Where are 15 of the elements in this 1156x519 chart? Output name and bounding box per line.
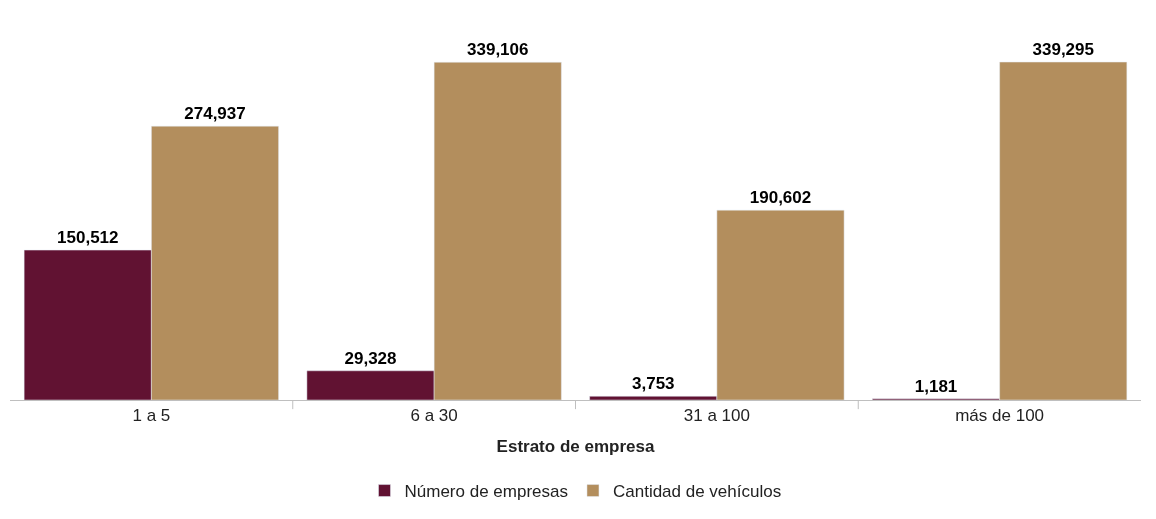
- data-label: 339,295: [1032, 40, 1094, 60]
- x-tick-label: 1 a 5: [132, 406, 171, 426]
- data-label: 190,602: [749, 188, 812, 208]
- legend-label: Número de empresas: [404, 482, 568, 502]
- x-tick-label: 6 a 30: [410, 406, 458, 426]
- x-axis-title: Estrato de empresa: [496, 436, 655, 456]
- data-label: 3,753: [631, 374, 675, 394]
- legend-label: Cantidad de vehículos: [612, 482, 782, 502]
- data-label: 150,512: [57, 228, 119, 248]
- x-tick-label: 31 a 100: [683, 406, 750, 426]
- data-label: 339,106: [467, 40, 529, 60]
- data-label: 274,937: [184, 104, 246, 124]
- data-label: 29,328: [344, 348, 397, 368]
- x-tick-label: más de 100: [955, 406, 1045, 426]
- data-label: 1,181: [914, 376, 958, 396]
